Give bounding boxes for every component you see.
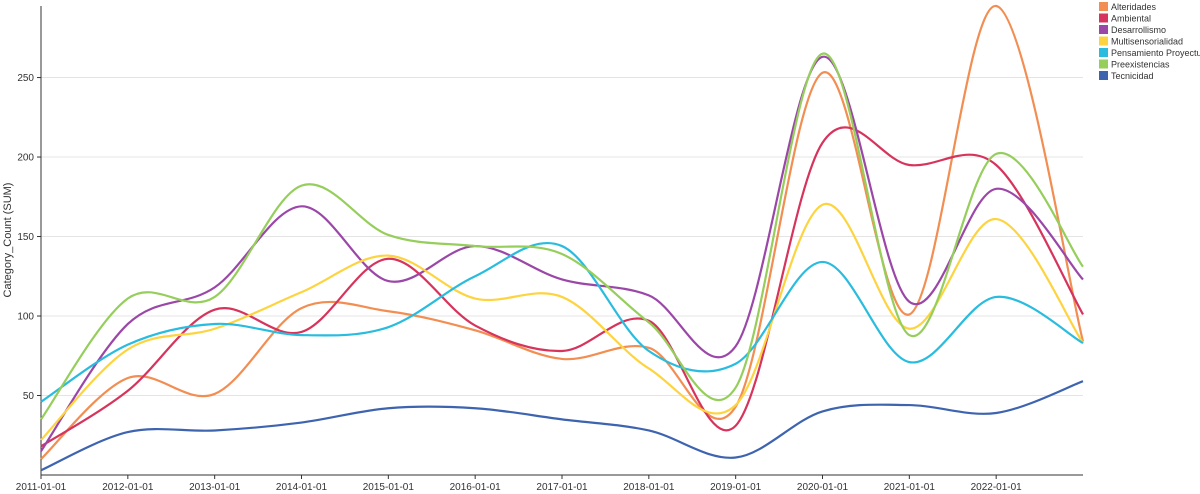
x-tick-label: 2020-01-01 — [797, 482, 849, 493]
legend-swatch-alteridades[interactable] — [1099, 2, 1108, 11]
x-tick-label: 2016-01-01 — [450, 482, 502, 493]
y-tick-label: 100 — [17, 312, 34, 323]
series-line-alteridades[interactable] — [41, 6, 1083, 459]
x-tick-label: 2013-01-01 — [189, 482, 241, 493]
legend-label-multisensorialidad[interactable]: Multisensorialidad — [1111, 37, 1183, 47]
y-axis-title: Category_Count (SUM) — [2, 183, 14, 298]
x-tick-label: 2021-01-01 — [884, 482, 936, 493]
legend-label-tecnicidad[interactable]: Tecnicidad — [1111, 71, 1154, 81]
legend-swatch-multisensorialidad[interactable] — [1099, 37, 1108, 46]
legend-swatch-ambiental[interactable] — [1099, 14, 1108, 23]
series-lines — [41, 6, 1083, 470]
legend-label-alteridades[interactable]: Alteridades — [1111, 2, 1157, 12]
x-tick-label: 2018-01-01 — [623, 482, 675, 493]
legend-swatch-desarrollismo[interactable] — [1099, 25, 1108, 34]
x-tick-label: 2017-01-01 — [536, 482, 588, 493]
x-tick-label: 2014-01-01 — [276, 482, 328, 493]
legend-label-pensamiento-proyectual[interactable]: Pensamiento Proyectual — [1111, 48, 1200, 58]
y-tick-label: 150 — [17, 232, 34, 243]
x-tick-label: 2022-01-01 — [971, 482, 1023, 493]
legend-swatch-tecnicidad[interactable] — [1099, 71, 1108, 80]
grid-lines — [41, 78, 1083, 396]
legend-swatch-pensamiento-proyectual[interactable] — [1099, 48, 1108, 57]
x-tick-label: 2015-01-01 — [363, 482, 415, 493]
y-tick-label: 200 — [17, 153, 34, 164]
x-tick-label: 2019-01-01 — [710, 482, 762, 493]
x-tick-label: 2012-01-01 — [102, 482, 154, 493]
x-tick-labels: 2011-01-01 2012-01-01 2013-01-01 2014-01-01… — [16, 475, 1022, 493]
legend-swatch-preexistencias[interactable] — [1099, 60, 1108, 69]
x-tick-label: 2011-01-01 — [16, 482, 67, 493]
legend-label-desarrollismo[interactable]: Desarrollismo — [1111, 25, 1166, 35]
legend-label-preexistencias[interactable]: Preexistencias — [1111, 60, 1170, 70]
series-line-ambiental[interactable] — [41, 127, 1083, 446]
series-line-tecnicidad[interactable] — [41, 381, 1083, 470]
y-tick-label: 50 — [23, 391, 35, 402]
axes — [41, 6, 1083, 475]
legend-label-ambiental[interactable]: Ambiental — [1111, 14, 1151, 24]
y-tick-labels: 50 100 150 200 250 — [17, 73, 41, 402]
y-tick-label: 250 — [17, 73, 34, 84]
